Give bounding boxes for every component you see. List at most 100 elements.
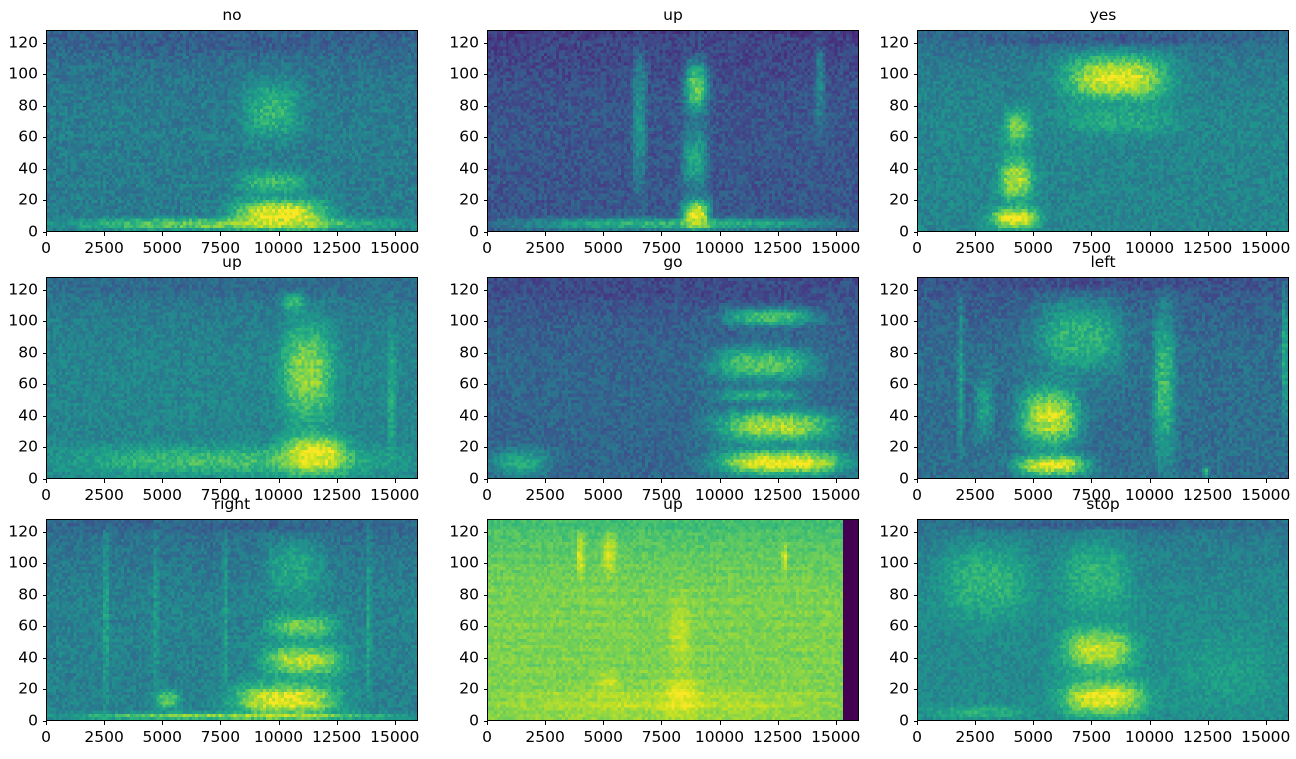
- spectrogram-panel-no-0: no 0 20 40 60 80 100 120 0 2500 5000 7500 10000 12500…: [8, 7, 419, 255]
- ytick-label: 0: [469, 711, 479, 730]
- axes-area: [46, 519, 418, 721]
- xtick-mark: [487, 479, 488, 483]
- ytick-mark: [913, 657, 918, 659]
- ytick-label: 20: [18, 679, 38, 698]
- xtick-mark: [46, 721, 47, 725]
- xtick-label: 10000: [694, 728, 745, 746]
- xtick-label: 10000: [694, 239, 745, 257]
- xtick-label: 2500: [525, 728, 565, 746]
- xtick-label: 7500: [641, 239, 682, 257]
- ytick-label: 100: [8, 553, 38, 572]
- spectrogram-image: [488, 31, 858, 231]
- ytick-label: 60: [889, 127, 909, 146]
- xtick-label: 5000: [142, 486, 182, 504]
- xtick-label: 0: [912, 728, 922, 746]
- ytick-mark: [42, 200, 47, 202]
- ytick-mark: [42, 689, 47, 691]
- xtick-mark: [487, 721, 488, 725]
- xtick-mark: [278, 232, 280, 236]
- xtick-label: 0: [482, 486, 492, 504]
- ytick-mark: [483, 352, 488, 354]
- ytick-label: 20: [889, 190, 909, 209]
- spectrogram-image: [47, 31, 417, 231]
- xtick-mark: [603, 721, 605, 725]
- ytick-label: 100: [8, 311, 38, 330]
- axes-area: [487, 519, 859, 721]
- xtick-label: 7500: [1071, 239, 1112, 257]
- ytick-mark: [913, 531, 918, 533]
- ytick-label: 80: [889, 585, 909, 603]
- spectrogram-panel-up-3: up 0 20 40 60 80 100 120 0 2500 5000 7500 10000 12500…: [8, 254, 419, 502]
- xtick-mark: [162, 232, 164, 236]
- ytick-label: 20: [889, 679, 909, 698]
- ytick-label: 100: [449, 553, 479, 572]
- ytick-mark: [913, 689, 918, 691]
- xtick-label: 15000: [811, 728, 861, 746]
- xtick-mark: [545, 721, 547, 725]
- xtick-label: 15000: [1241, 728, 1291, 746]
- xtick-label: 10000: [253, 728, 304, 746]
- axes-area: [917, 277, 1289, 479]
- xtick-mark: [487, 232, 488, 236]
- xtick-label: 10000: [1124, 728, 1175, 746]
- xtick-label: 5000: [1013, 728, 1053, 746]
- xtick-label: 12500: [752, 728, 803, 746]
- xtick-mark: [917, 479, 918, 483]
- panel-title: up: [663, 6, 683, 24]
- panel-title: stop: [1086, 495, 1120, 513]
- ytick-mark: [483, 447, 488, 449]
- ytick-label: 60: [889, 374, 909, 393]
- xtick-label: 12500: [1182, 239, 1233, 257]
- ytick-mark: [483, 74, 488, 76]
- xtick-mark: [603, 232, 605, 236]
- xtick-mark: [1091, 232, 1093, 236]
- ytick-label: 80: [459, 585, 479, 603]
- xtick-label: 10000: [1124, 239, 1175, 257]
- ytick-label: 0: [28, 711, 38, 730]
- xtick-mark: [1265, 721, 1267, 725]
- ytick-label: 0: [899, 469, 909, 488]
- ytick-label: 120: [8, 521, 38, 540]
- xtick-mark: [975, 721, 977, 725]
- spectrogram-panel-stop-8: stop 0 20 40 60 80 100 120 0 2500 5000 7500 10000 125…: [879, 496, 1290, 744]
- ytick-mark: [913, 105, 918, 107]
- axes-area: [46, 277, 418, 479]
- ytick-mark: [42, 232, 47, 233]
- ytick-mark: [42, 42, 47, 44]
- xtick-label: 2500: [84, 239, 124, 257]
- spectrogram-image: [918, 520, 1288, 720]
- xtick-label: 12500: [311, 239, 362, 257]
- ytick-mark: [913, 200, 918, 202]
- ytick-mark: [42, 384, 47, 386]
- xtick-mark: [220, 721, 222, 725]
- ytick-label: 0: [469, 469, 479, 488]
- ytick-mark: [42, 415, 47, 417]
- xtick-mark: [394, 721, 396, 725]
- spectrogram-image: [918, 31, 1288, 231]
- xtick-label: 2500: [955, 486, 995, 504]
- spectrogram-panel-up-7: up 0 20 40 60 80 100 120 0 2500 5000 7500 10000 12500…: [449, 496, 860, 744]
- ytick-label: 120: [449, 521, 479, 540]
- ytick-label: 100: [449, 311, 479, 330]
- xtick-mark: [661, 232, 663, 236]
- ytick-mark: [913, 74, 918, 76]
- xtick-label: 15000: [370, 239, 420, 257]
- ytick-mark: [483, 289, 488, 291]
- panel-title: up: [663, 495, 683, 513]
- xtick-mark: [719, 232, 721, 236]
- ytick-label: 80: [889, 343, 909, 361]
- ytick-mark: [42, 74, 47, 76]
- ytick-label: 60: [18, 616, 38, 635]
- xtick-mark: [1207, 479, 1209, 483]
- xtick-label: 10000: [1124, 486, 1175, 504]
- xtick-label: 0: [912, 486, 922, 504]
- xtick-label: 0: [41, 239, 51, 257]
- xtick-mark: [1033, 479, 1035, 483]
- ytick-label: 20: [459, 679, 479, 698]
- spectrogram-image: [47, 520, 417, 720]
- panel-title: no: [222, 6, 242, 24]
- ytick-label: 60: [459, 127, 479, 146]
- ytick-mark: [42, 447, 47, 449]
- xtick-mark: [777, 721, 779, 725]
- panel-title: left: [1090, 253, 1116, 271]
